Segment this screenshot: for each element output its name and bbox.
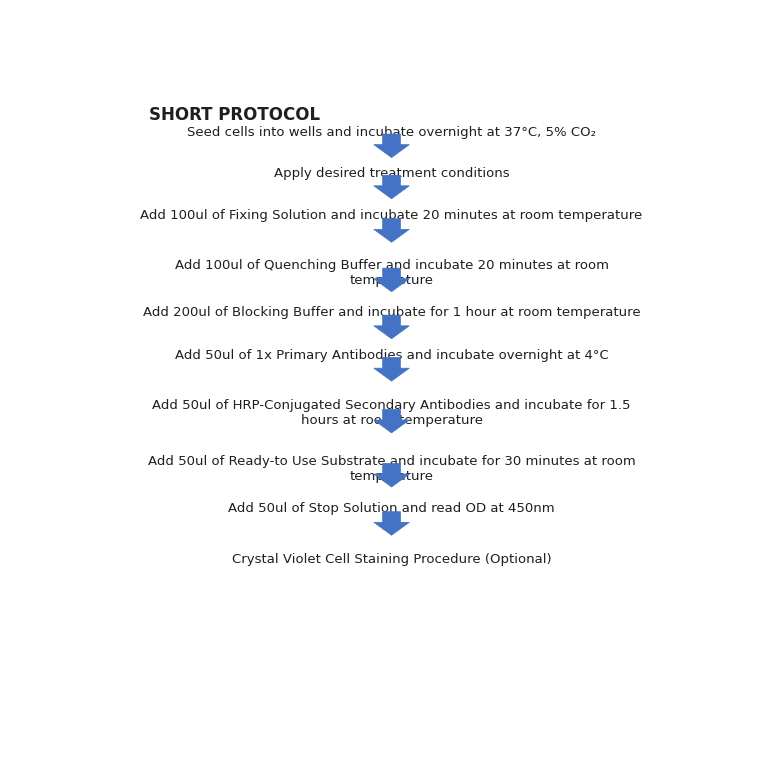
Polygon shape [374,410,410,433]
Text: Add 100ul of Quenching Buffer and incubate 20 minutes at room
temperature: Add 100ul of Quenching Buffer and incuba… [174,259,609,287]
Polygon shape [374,316,410,338]
Polygon shape [374,268,410,292]
Polygon shape [374,512,410,536]
Text: Apply desired treatment conditions: Apply desired treatment conditions [274,167,510,180]
Polygon shape [374,358,410,381]
Text: SHORT PROTOCOL: SHORT PROTOCOL [149,106,320,125]
Text: Add 100ul of Fixing Solution and incubate 20 minutes at room temperature: Add 100ul of Fixing Solution and incubat… [141,209,643,222]
Text: Add 200ul of Blocking Buffer and incubate for 1 hour at room temperature: Add 200ul of Blocking Buffer and incubat… [143,306,640,319]
Polygon shape [374,175,410,199]
Text: Add 50ul of HRP-Conjugated Secondary Antibodies and incubate for 1.5
hours at ro: Add 50ul of HRP-Conjugated Secondary Ant… [152,400,631,427]
Text: Add 50ul of Ready-to Use Substrate and incubate for 30 minutes at room
temperatu: Add 50ul of Ready-to Use Substrate and i… [147,455,636,483]
Polygon shape [374,134,410,157]
Polygon shape [374,219,410,242]
Text: Crystal Violet Cell Staining Procedure (Optional): Crystal Violet Cell Staining Procedure (… [231,553,552,566]
Text: Seed cells into wells and incubate overnight at 37°C, 5% CO₂: Seed cells into wells and incubate overn… [187,126,596,139]
Text: Add 50ul of 1x Primary Antibodies and incubate overnight at 4°C: Add 50ul of 1x Primary Antibodies and in… [175,348,608,362]
Text: Add 50ul of Stop Solution and read OD at 450nm: Add 50ul of Stop Solution and read OD at… [228,502,555,515]
Polygon shape [374,464,410,487]
